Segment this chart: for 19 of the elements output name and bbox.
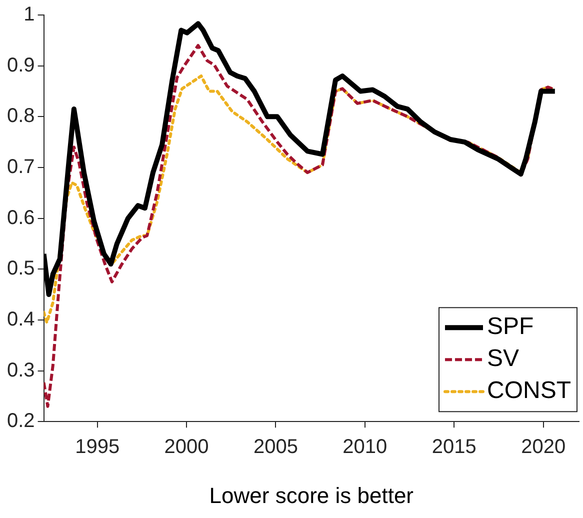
y-tick-label: 0.7 [6, 156, 35, 178]
x-tick-label: 2020 [521, 436, 566, 458]
y-tick-label: 0.2 [6, 410, 35, 432]
x-tick-label: 2015 [432, 436, 476, 458]
legend-label: SPF [487, 313, 534, 340]
y-tick-label: 0.6 [6, 206, 35, 229]
x-axis-title: Lower score is better [209, 482, 414, 508]
y-tick-label: 0.9 [6, 54, 35, 76]
x-tick-label: 1995 [75, 436, 120, 458]
legend-label: SV [487, 345, 520, 372]
y-tick-label: 0.8 [6, 105, 35, 128]
x-tick-label: 2000 [164, 436, 209, 458]
y-tick-label: 1 [24, 4, 35, 26]
y-tick-label: 0.4 [6, 308, 35, 330]
x-tick-label: 2005 [253, 436, 298, 458]
y-tick-label: 0.3 [6, 359, 35, 382]
x-tick-label: 2010 [342, 436, 388, 458]
legend-label: CONST [487, 377, 572, 404]
y-tick-label: 0.5 [6, 258, 35, 280]
